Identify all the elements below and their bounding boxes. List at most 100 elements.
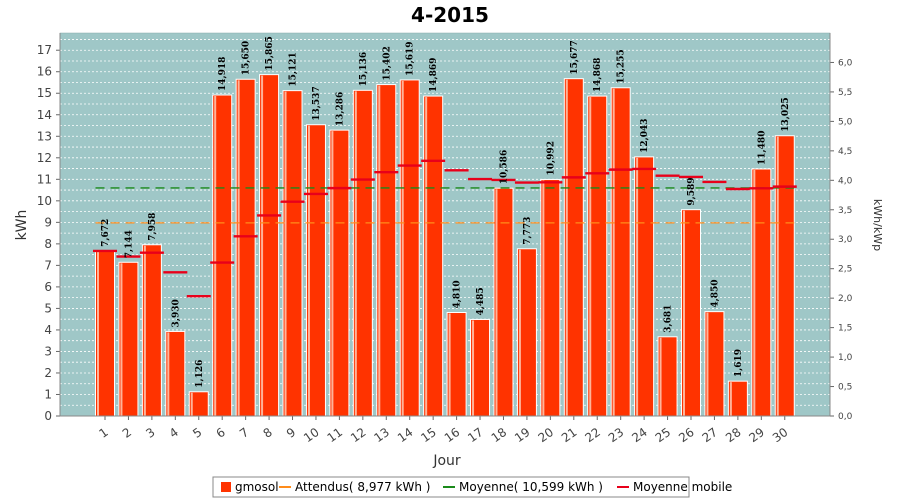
chart-title: 4-2015 <box>411 3 489 27</box>
bar-highlight <box>284 91 287 417</box>
x-tick-label: 3 <box>143 425 157 441</box>
bar-highlight <box>261 75 264 417</box>
bar-group <box>470 318 491 417</box>
bar-group <box>305 124 326 417</box>
bar-group <box>188 391 209 417</box>
legend-label: Moyenne( 10,599 kWh ) <box>459 480 603 494</box>
x-tick-label: 28 <box>723 425 744 445</box>
data-label: 13,286 <box>335 92 345 126</box>
bar-highlight <box>636 157 639 416</box>
bar-highlight <box>659 337 662 416</box>
bar-highlight <box>143 245 146 416</box>
bar-highlight <box>753 169 756 416</box>
bar-group <box>212 94 233 417</box>
bar-group <box>634 156 655 417</box>
bar-highlight <box>120 263 123 416</box>
data-label: 4,810 <box>453 280 463 308</box>
bar-group <box>141 244 162 417</box>
bar-highlight <box>448 313 451 416</box>
moving-average-marks <box>93 159 797 298</box>
bar-highlight <box>307 125 310 416</box>
y-tick-label: 1 <box>44 387 52 401</box>
data-label: 7,773 <box>523 217 533 245</box>
plot-area <box>59 32 831 417</box>
bar-highlight <box>214 96 217 417</box>
y-tick-label: 0 <box>44 409 52 423</box>
x-tick-label: 25 <box>653 425 674 445</box>
y-axis-title: kWh <box>14 210 30 241</box>
x-tick-label: 2 <box>120 425 134 441</box>
x-axis-title: Jour <box>432 453 461 469</box>
data-label: 10,586 <box>499 150 509 184</box>
x-tick-label: 27 <box>700 425 721 445</box>
data-label: 15,136 <box>359 52 369 86</box>
data-label: 12,043 <box>640 118 650 152</box>
x-tick-label: 26 <box>676 425 697 445</box>
y-tick-label: 14 <box>37 108 52 122</box>
x-tick-label: 18 <box>489 425 510 445</box>
bar-group <box>165 330 186 417</box>
bar-highlight <box>683 210 685 416</box>
data-label: 14,869 <box>429 58 439 92</box>
bar-group <box>774 135 795 417</box>
y2-tick-label: 1,5 <box>838 324 852 334</box>
legend-label: Moyenne mobile <box>633 480 732 494</box>
x-tick-label: 7 <box>237 425 251 441</box>
data-label: 7,672 <box>101 219 111 247</box>
bar-group <box>329 129 350 417</box>
y-tick-label: 16 <box>37 65 52 79</box>
data-label: 15,677 <box>570 40 580 74</box>
bar-group <box>704 311 725 417</box>
x-tick-label: 15 <box>418 425 439 445</box>
bar-group <box>282 90 303 417</box>
bar-highlight <box>589 97 592 417</box>
data-label: 1,619 <box>734 349 744 377</box>
data-label: 13,537 <box>312 86 322 120</box>
y2-tick-label: 0,0 <box>838 412 853 422</box>
data-label: 15,121 <box>289 52 299 86</box>
y-tick-label: 8 <box>44 237 52 251</box>
y2-axis-title: kWh/kWp <box>871 199 884 251</box>
y-tick-label: 17 <box>37 43 52 57</box>
data-label: 14,868 <box>593 58 603 92</box>
data-label: 11,480 <box>757 131 767 165</box>
x-tick-label: 12 <box>348 425 369 445</box>
bar-group <box>751 168 772 417</box>
bar-highlight <box>706 312 709 416</box>
y-tick-label: 12 <box>37 151 52 165</box>
bar-group <box>95 250 115 417</box>
x-tick-label: 21 <box>559 425 580 445</box>
data-label: 15,650 <box>242 41 252 75</box>
x-tick-label: 17 <box>465 425 486 445</box>
legend-swatch <box>221 482 231 492</box>
bar-group <box>727 380 748 417</box>
bar-group <box>563 78 584 417</box>
x-tick-label: 11 <box>325 425 346 445</box>
x-tick-label: 8 <box>261 425 275 441</box>
y2-tick-label: 3,0 <box>838 235 853 245</box>
y2-tick-label: 4,5 <box>838 147 852 157</box>
data-labels: 7,672 7,144 7,958 3,930 1,126 14,918 15,650 15,… <box>101 36 791 388</box>
bar-highlight <box>378 85 381 416</box>
x-tick-label: 6 <box>214 425 228 441</box>
y2-tick-label: 4,0 <box>838 176 853 186</box>
y-tick-label: 5 <box>44 301 52 315</box>
x-tick-label: 23 <box>606 425 627 445</box>
data-label: 15,865 <box>265 36 275 70</box>
bar-highlight <box>425 97 428 417</box>
bar-highlight <box>167 332 170 416</box>
bar-highlight <box>97 251 99 416</box>
bar-group <box>610 87 631 417</box>
bar-highlight <box>776 136 779 416</box>
right-axis: 0,0 0,5 1,0 1,5 2,0 2,5 3,0 3,5 4,0 4,5 5,0 5,5 6,0 <box>829 33 853 422</box>
y-tick-label: 6 <box>44 280 52 294</box>
data-label: 7,958 <box>148 213 158 241</box>
bar-highlight <box>612 88 615 417</box>
x-tick-label: 19 <box>512 425 533 445</box>
data-label: 9,589 <box>687 177 697 205</box>
bar-highlight <box>354 91 357 417</box>
x-tick-label: 29 <box>746 425 767 445</box>
bar-highlight <box>190 392 193 416</box>
y2-tick-label: 6,0 <box>838 58 853 68</box>
